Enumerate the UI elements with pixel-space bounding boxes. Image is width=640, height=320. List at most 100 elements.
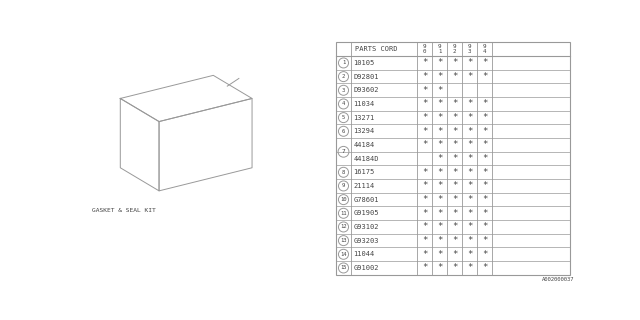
Text: 4: 4 <box>342 101 345 107</box>
Text: *: * <box>467 113 472 122</box>
Text: *: * <box>437 113 442 122</box>
Text: *: * <box>422 100 428 108</box>
Text: *: * <box>482 72 488 81</box>
Text: *: * <box>452 127 458 136</box>
Text: *: * <box>422 168 428 177</box>
Text: *: * <box>482 209 488 218</box>
Text: *: * <box>482 113 488 122</box>
Text: *: * <box>467 168 472 177</box>
Text: *: * <box>437 59 442 68</box>
Text: 10: 10 <box>340 197 347 202</box>
Text: *: * <box>482 154 488 163</box>
Text: 8: 8 <box>342 170 345 175</box>
Text: *: * <box>467 72 472 81</box>
Text: *: * <box>452 154 458 163</box>
Text: *: * <box>482 236 488 245</box>
Text: 7: 7 <box>342 149 346 154</box>
Text: 9
3: 9 3 <box>468 44 472 54</box>
Text: *: * <box>437 72 442 81</box>
Text: 10105: 10105 <box>353 60 375 66</box>
Text: *: * <box>452 195 458 204</box>
Text: 9
4: 9 4 <box>483 44 486 54</box>
Text: 14: 14 <box>340 252 347 257</box>
Text: 44184D: 44184D <box>353 156 379 162</box>
Text: *: * <box>422 236 428 245</box>
Text: *: * <box>422 86 428 95</box>
Text: *: * <box>452 100 458 108</box>
Text: *: * <box>422 72 428 81</box>
Text: *: * <box>437 236 442 245</box>
Text: *: * <box>452 181 458 190</box>
Text: D92801: D92801 <box>353 74 379 80</box>
Text: *: * <box>482 222 488 231</box>
Text: D93602: D93602 <box>353 87 379 93</box>
Text: G93203: G93203 <box>353 238 379 244</box>
Text: 9
0: 9 0 <box>423 44 426 54</box>
Text: *: * <box>467 154 472 163</box>
Text: *: * <box>467 263 472 272</box>
Text: *: * <box>452 59 458 68</box>
Text: *: * <box>422 209 428 218</box>
Text: *: * <box>437 140 442 149</box>
Text: 21114: 21114 <box>353 183 375 189</box>
Text: *: * <box>452 263 458 272</box>
Text: *: * <box>422 250 428 259</box>
Text: G93102: G93102 <box>353 224 379 230</box>
Text: *: * <box>437 250 442 259</box>
Text: *: * <box>437 127 442 136</box>
Text: *: * <box>467 250 472 259</box>
Text: *: * <box>452 222 458 231</box>
Text: *: * <box>482 100 488 108</box>
Text: *: * <box>422 140 428 149</box>
Text: *: * <box>452 72 458 81</box>
Text: *: * <box>437 209 442 218</box>
Text: *: * <box>482 59 488 68</box>
Text: A002000037: A002000037 <box>542 277 575 282</box>
Text: *: * <box>422 113 428 122</box>
Text: *: * <box>467 100 472 108</box>
Text: *: * <box>467 209 472 218</box>
Text: 11034: 11034 <box>353 101 375 107</box>
Text: 2: 2 <box>342 74 345 79</box>
Text: *: * <box>482 263 488 272</box>
Text: *: * <box>437 154 442 163</box>
Text: *: * <box>452 250 458 259</box>
Text: *: * <box>437 86 442 95</box>
Text: *: * <box>422 181 428 190</box>
Text: G91002: G91002 <box>353 265 379 271</box>
Text: *: * <box>467 59 472 68</box>
Text: *: * <box>422 195 428 204</box>
Text: *: * <box>482 127 488 136</box>
Text: *: * <box>452 140 458 149</box>
Text: *: * <box>467 181 472 190</box>
Text: G91905: G91905 <box>353 210 379 216</box>
Text: *: * <box>482 168 488 177</box>
Text: 12: 12 <box>340 224 347 229</box>
Text: *: * <box>482 195 488 204</box>
Text: 11044: 11044 <box>353 251 375 257</box>
Text: *: * <box>422 263 428 272</box>
Text: 5: 5 <box>342 115 345 120</box>
Text: *: * <box>482 140 488 149</box>
Text: *: * <box>452 236 458 245</box>
Text: *: * <box>467 127 472 136</box>
Text: 15: 15 <box>340 266 347 270</box>
Text: 3: 3 <box>342 88 345 93</box>
Text: GASKET & SEAL KIT: GASKET & SEAL KIT <box>92 208 156 213</box>
Text: *: * <box>452 209 458 218</box>
Text: *: * <box>482 181 488 190</box>
Text: *: * <box>467 222 472 231</box>
Text: 16175: 16175 <box>353 169 375 175</box>
Text: *: * <box>437 181 442 190</box>
Text: *: * <box>467 195 472 204</box>
Text: *: * <box>437 263 442 272</box>
Text: *: * <box>482 250 488 259</box>
Text: 11: 11 <box>340 211 347 216</box>
Text: *: * <box>452 168 458 177</box>
Text: 13294: 13294 <box>353 128 375 134</box>
Text: 6: 6 <box>342 129 345 134</box>
Text: *: * <box>437 168 442 177</box>
Text: *: * <box>437 222 442 231</box>
Text: *: * <box>422 127 428 136</box>
Text: 9
1: 9 1 <box>438 44 442 54</box>
